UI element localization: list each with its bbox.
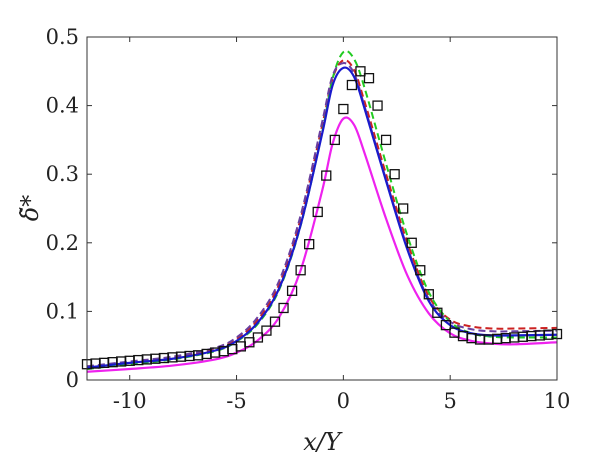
series-layer	[81, 49, 563, 373]
x-axis-label: x/Y	[303, 428, 343, 456]
x-tick-label: 5	[443, 389, 456, 413]
data-point-marker	[432, 307, 443, 318]
x-tick-label: 0	[337, 389, 350, 413]
data-point-marker	[398, 203, 409, 214]
data-point-marker	[329, 134, 340, 146]
data-point-marker	[286, 285, 298, 296]
y-tick-label: 0.4	[46, 94, 79, 118]
data-point-marker	[389, 169, 400, 180]
series-line-3	[86, 62, 558, 368]
data-point-marker	[406, 237, 417, 248]
data-point-marker	[312, 206, 323, 218]
data-point-marker	[338, 103, 349, 115]
data-point-marker	[415, 265, 426, 276]
x-tick-label: -10	[113, 389, 147, 413]
y-tick-label: 0.3	[46, 162, 79, 186]
data-point-marker	[423, 289, 434, 300]
data-point-marker	[346, 79, 358, 91]
series-line-2	[86, 49, 558, 371]
series-line-5	[86, 116, 558, 373]
x-tick-label: -5	[226, 389, 246, 413]
data-point-marker	[321, 170, 332, 181]
data-point-marker	[355, 66, 366, 77]
y-tick-label: 0.1	[46, 299, 79, 323]
data-point-marker	[363, 73, 375, 84]
data-point-marker	[380, 134, 392, 146]
tick-layer: -10 -5 0 5 10 0 0.1 0.2 0.3 0.4 0.5	[46, 25, 571, 413]
y-tick-label: 0.5	[46, 25, 79, 49]
x-tick-label: 10	[544, 389, 571, 413]
y-axis-label: δ̃*	[16, 195, 44, 221]
data-point-marker	[440, 319, 452, 331]
plot-frame	[86, 36, 558, 381]
y-tick-label: 0.2	[46, 231, 79, 255]
data-point-marker	[304, 239, 315, 250]
data-point-marker	[278, 302, 289, 314]
data-point-marker	[261, 325, 272, 336]
data-point-marker	[252, 332, 264, 343]
data-point-marker	[372, 100, 383, 111]
data-point-marker	[269, 316, 281, 327]
y-tick-label: 0	[66, 368, 79, 392]
data-point-marker	[295, 265, 306, 276]
